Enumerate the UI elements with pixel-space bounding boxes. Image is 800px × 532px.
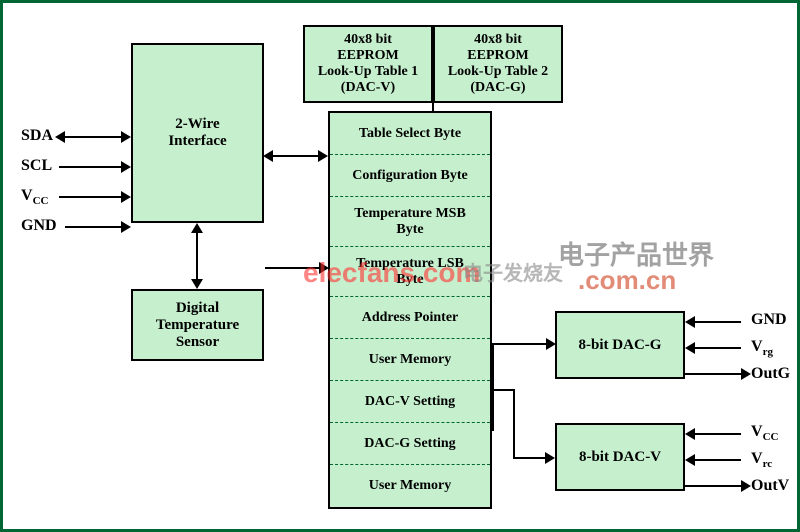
arrow-dacg-outg-head xyxy=(741,368,751,380)
watermark-cn3: 电子发烧友 xyxy=(463,257,563,286)
label-dacv-outv: OutV xyxy=(751,477,789,495)
label-scl: SCL xyxy=(21,157,52,175)
arrow-vcc-head xyxy=(121,191,131,203)
block-digital-temp-sensor: Digital Temperature Sensor xyxy=(131,289,264,361)
label-gnd: GND xyxy=(21,217,57,235)
reg-config-byte: Configuration Byte xyxy=(330,155,490,197)
arrow-dacv-line xyxy=(513,457,545,459)
block-eeprom2: 40x8 bit EEPROM Look-Up Table 2 (DAC-G) xyxy=(433,25,563,103)
arrow-2wire-regs xyxy=(273,155,318,157)
arrow-dacg-line-v xyxy=(492,343,494,431)
arrow-dacv-line-v xyxy=(513,389,515,459)
reg-user-memory-2: User Memory xyxy=(330,465,490,507)
label-dacg-vrg: Vrg xyxy=(751,338,773,358)
reg-addr-pointer: Address Pointer xyxy=(330,297,490,339)
label-dacg-gnd: GND xyxy=(751,311,787,329)
arrow-dacv-line-h2 xyxy=(492,389,514,391)
arrow-gnd-head xyxy=(121,221,131,233)
arrow-dacg-vrg-head xyxy=(685,342,695,354)
arrow-sda-head-l xyxy=(55,131,65,143)
arrow-gnd xyxy=(65,226,121,228)
block-eeprom1: 40x8 bit EEPROM Look-Up Table 1 (DAC-V) xyxy=(303,25,433,103)
arrow-scl-head xyxy=(121,161,131,173)
arrow-dacg-gnd xyxy=(695,321,741,323)
register-stack: Table Select Byte Configuration Byte Tem… xyxy=(328,111,492,509)
arrow-sda-head-r xyxy=(121,131,131,143)
arrow-2wire-regs-l xyxy=(263,150,273,162)
arrow-sda xyxy=(65,136,121,138)
reg-temp-msb: Temperature MSB Byte xyxy=(330,197,490,247)
arrow-2wire-dts-up xyxy=(191,223,203,233)
arrow-dacg-gnd-head xyxy=(685,316,695,328)
reg-user-memory-1: User Memory xyxy=(330,339,490,381)
block-dac-g: 8-bit DAC-G xyxy=(555,311,685,379)
label-sda: SDA xyxy=(21,127,53,145)
arrow-dacg-vrg xyxy=(695,347,741,349)
arrow-dacv-head xyxy=(545,452,555,464)
arrow-dacv-vcc-head xyxy=(685,428,695,440)
reg-dacg-setting: DAC-G Setting xyxy=(330,423,490,465)
arrow-dacv-outv-head xyxy=(741,480,751,492)
block-dac-v: 8-bit DAC-V xyxy=(555,423,685,491)
arrow-scl xyxy=(59,166,121,168)
label-dacv-vrc: Vrc xyxy=(751,450,772,470)
arrow-2wire-dts-down xyxy=(191,279,203,289)
block-2wire-interface: 2-Wire Interface xyxy=(131,43,264,223)
label-dacg-outg: OutG xyxy=(751,365,790,383)
reg-dacv-setting: DAC-V Setting xyxy=(330,381,490,423)
arrow-dacv-vrc xyxy=(695,459,741,461)
watermark-cn2: .com.cn xyxy=(578,265,676,296)
arrow-eeprom-stack-v xyxy=(432,102,434,112)
arrow-dacv-outv xyxy=(685,485,741,487)
arrow-dacg-head xyxy=(546,338,556,350)
arrow-2wire-regs-r xyxy=(318,150,328,162)
arrow-dacv-vcc xyxy=(695,433,741,435)
reg-table-select: Table Select Byte xyxy=(330,113,490,155)
label-vcc: VCC xyxy=(21,187,48,207)
watermark-elecfans: elecfans.com xyxy=(303,257,480,289)
arrow-dacg-outg xyxy=(685,373,741,375)
arrow-2wire-dts xyxy=(196,233,198,279)
arrow-vcc xyxy=(59,196,121,198)
arrow-dacg-line xyxy=(492,343,546,345)
label-dacv-vcc: VCC xyxy=(751,423,778,443)
arrow-dacv-vrc-head xyxy=(685,454,695,466)
